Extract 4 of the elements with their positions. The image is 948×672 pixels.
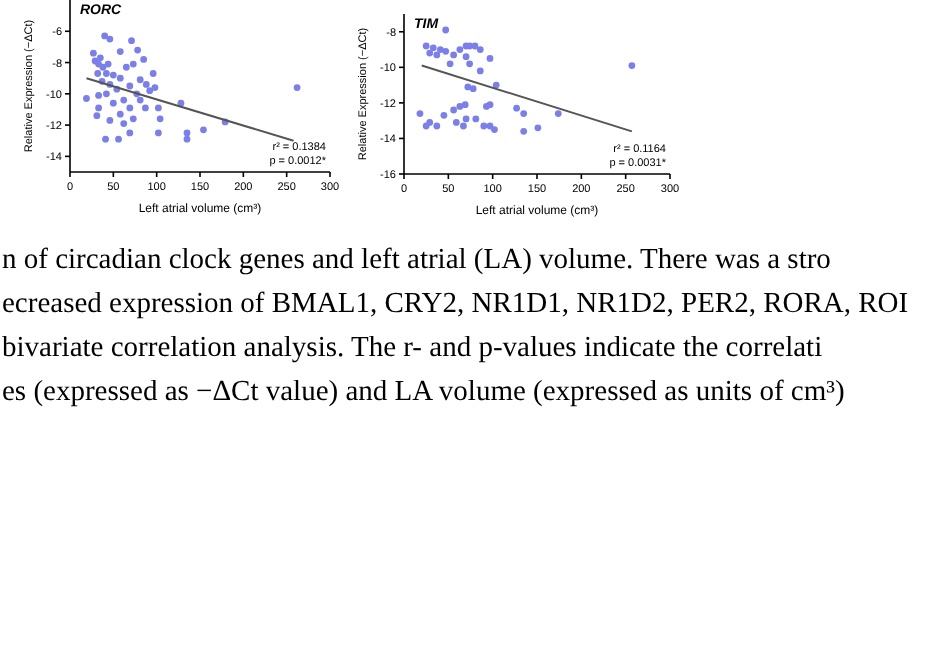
text: es (expressed as −ΔCt value) and LA volume (expressed as units of cm³): [2, 376, 845, 408]
text: ecreased expression of BMAL1, CRY2, NR1D1, NR1D2, PER2, RORA, ROI: [2, 288, 909, 320]
text: n of circadian clock genes and left atrial (LA) volume. There was a stro: [2, 244, 831, 276]
text: bivariate correlation analysis. The r- and p-values indicate the correlati: [2, 332, 823, 364]
